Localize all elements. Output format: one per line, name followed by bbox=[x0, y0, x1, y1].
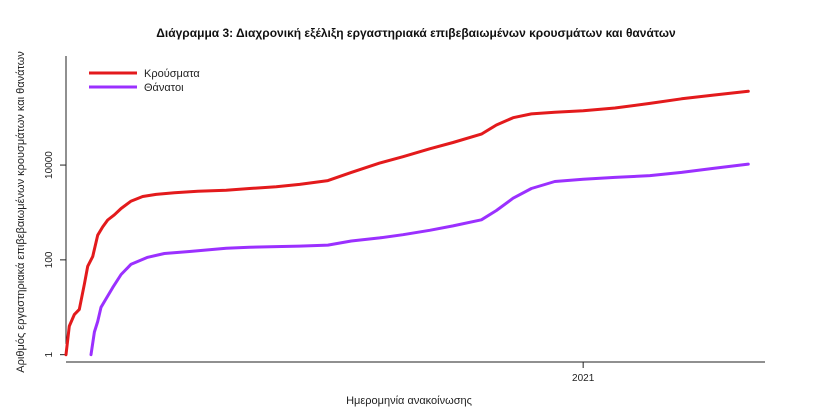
series-line-deaths bbox=[89, 162, 750, 357]
series-line-cases bbox=[64, 89, 750, 357]
x-tick-label: 2021 bbox=[572, 373, 595, 384]
y-axis-label: Αριθμός εργαστηριακά επιβεβαιωμένων κρου… bbox=[15, 51, 27, 373]
legend-label-cases: Κρούσματα bbox=[144, 68, 200, 80]
y-axis-ticks: 1 100 10000 bbox=[44, 151, 66, 357]
legend: Κρούσματα Θάνατοι bbox=[89, 68, 200, 94]
y-tick-label: 1 bbox=[44, 351, 55, 357]
x-axis-ticks: 2021 bbox=[572, 362, 595, 384]
x-axis-label: Ημερομηνία ανακοίνωσης bbox=[346, 395, 472, 407]
series-lines bbox=[64, 89, 750, 357]
y-tick-label: 10000 bbox=[44, 151, 55, 179]
y-tick-label: 100 bbox=[44, 251, 55, 268]
chart-title: Διάγραμμα 3: Διαχρονική εξέλιξη εργαστηρ… bbox=[156, 26, 676, 40]
legend-label-deaths: Θάνατοι bbox=[144, 82, 184, 94]
